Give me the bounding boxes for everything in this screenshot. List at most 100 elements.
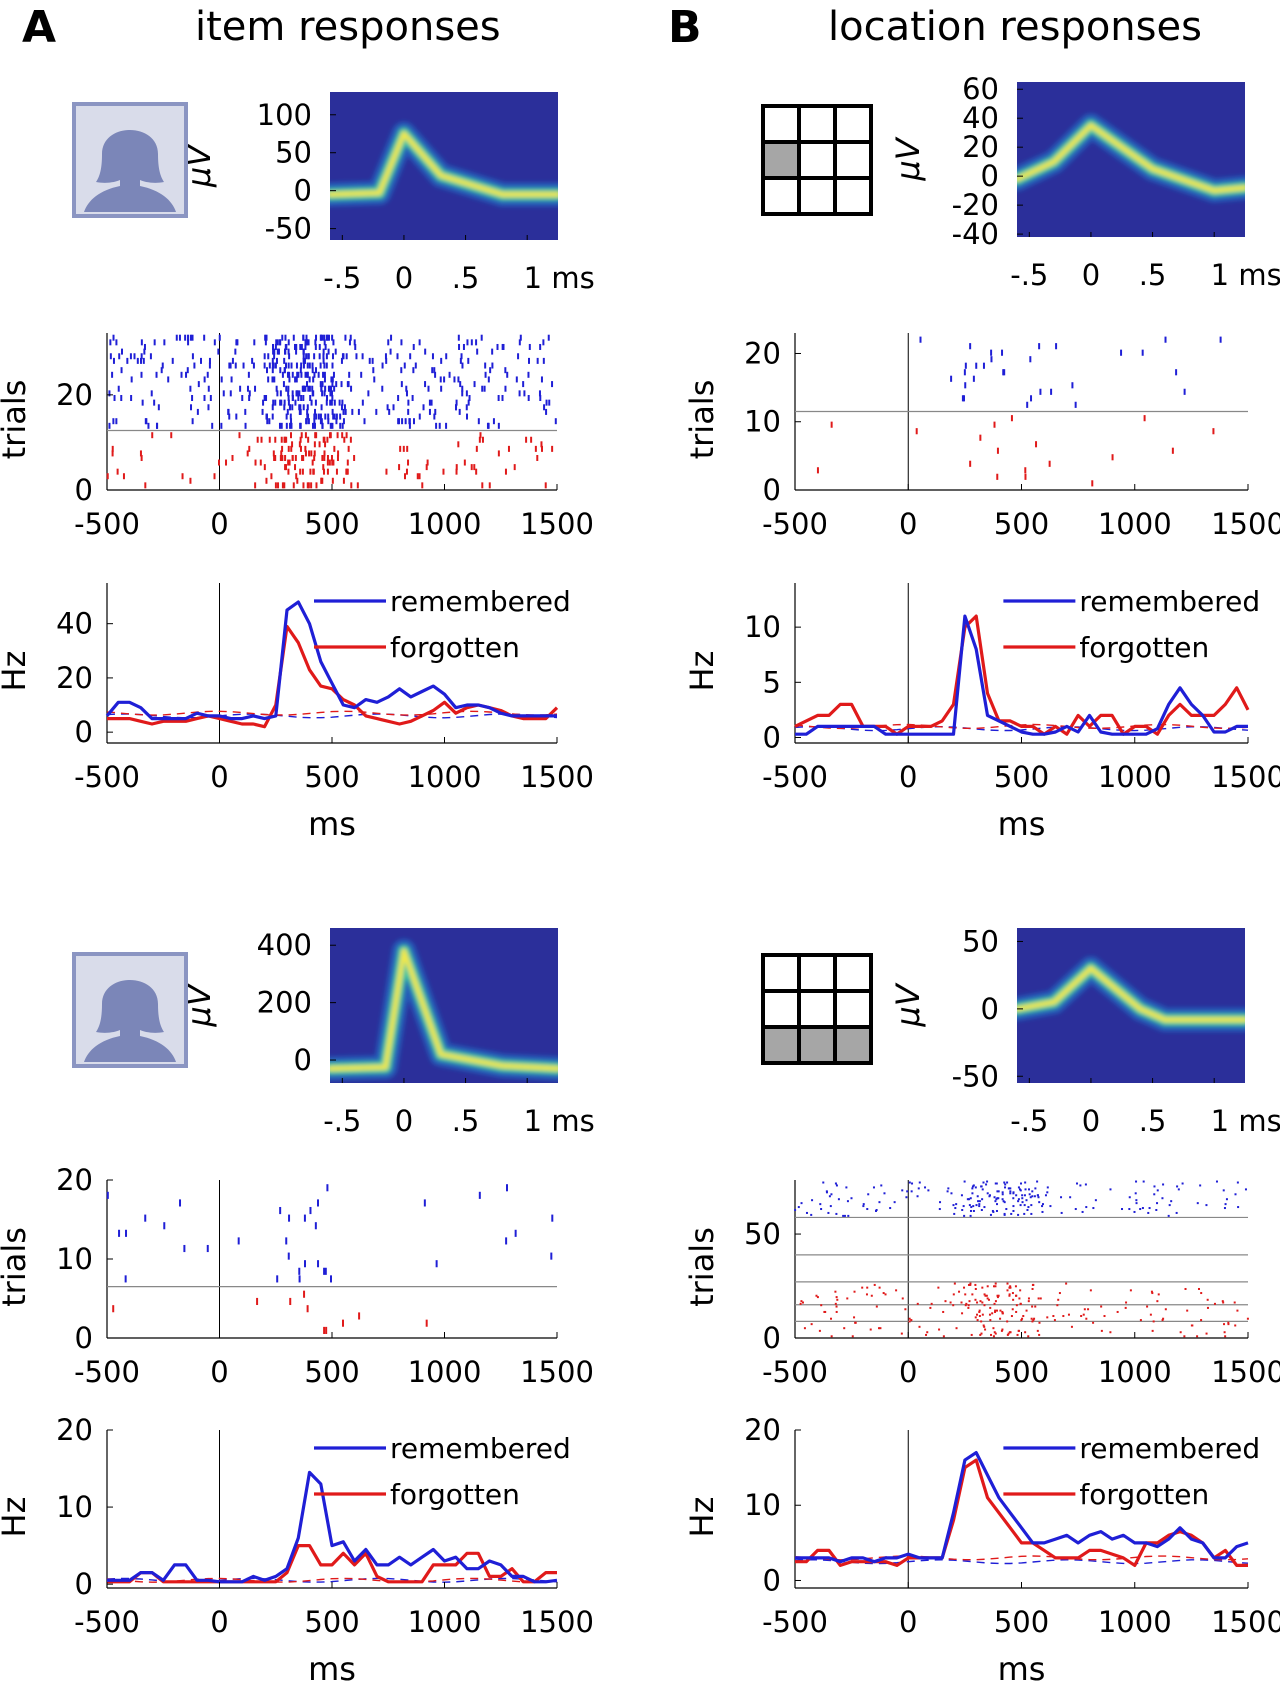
spike-dot <box>830 1335 833 1338</box>
spike-dot <box>1060 1196 1063 1199</box>
y-tick-label: -40 <box>952 217 999 251</box>
legend-label-remembered: remembered <box>1079 1432 1260 1465</box>
spike-dot <box>834 1182 837 1185</box>
spike-dot <box>937 1286 940 1289</box>
spike-dot <box>1148 1207 1151 1210</box>
spike-dot <box>1017 1213 1020 1216</box>
spike-dot <box>1034 1187 1037 1190</box>
spike-dot <box>978 1200 981 1203</box>
spike-dot <box>875 1209 878 1212</box>
spike-dot <box>1227 1323 1230 1326</box>
spike-dot <box>1000 1329 1003 1332</box>
x-tick-label: 1 ms <box>524 1104 595 1138</box>
spike-dot <box>1058 1292 1061 1295</box>
spike-dot <box>917 1187 920 1190</box>
spike-dot <box>1234 1324 1237 1327</box>
spike-dot <box>834 1302 837 1305</box>
spike-dot <box>1001 1193 1004 1196</box>
y-tick-label: 0 <box>763 473 781 507</box>
spike-dot <box>960 1301 963 1304</box>
spike-dot <box>995 1309 998 1312</box>
spike-dot <box>827 1211 830 1214</box>
spike-dot <box>1116 1310 1119 1313</box>
person-silhouette <box>84 980 176 1062</box>
spike-dot <box>955 1203 958 1206</box>
x-tick-label: .5 <box>452 261 480 295</box>
spike-dot <box>1222 1301 1225 1304</box>
spike-dot <box>980 1320 983 1323</box>
spike-dot <box>853 1316 856 1319</box>
spike-dot <box>900 1332 903 1335</box>
spike-dot <box>971 1293 974 1296</box>
spike-dot <box>1034 1305 1037 1308</box>
spike-dot <box>843 1214 846 1217</box>
spike-dot <box>1179 1331 1182 1334</box>
spike-dot <box>1244 1188 1247 1191</box>
x-tick-label: .5 <box>1139 1104 1167 1138</box>
spike-dot <box>1215 1180 1218 1183</box>
spike-dot <box>1196 1335 1199 1338</box>
spike-dot <box>1151 1292 1154 1295</box>
spike-dot <box>893 1201 896 1204</box>
spike-dot <box>1011 1292 1014 1295</box>
A2-rate-plot: remembered forgotten 0 10 20 -500 0 500 1000 1500… <box>0 1413 594 1687</box>
y-axis-label: trials <box>0 380 33 460</box>
x-tick-label: 500 <box>304 1605 359 1639</box>
legend-label-forgotten: forgotten <box>390 631 520 664</box>
spike-dot <box>1223 1323 1226 1326</box>
spike-dot <box>1030 1212 1033 1215</box>
spike-dot <box>1184 1287 1187 1290</box>
y-tick-label: 0 <box>294 1043 312 1077</box>
spike-dot <box>1025 1199 1028 1202</box>
spike-dot <box>953 1282 956 1285</box>
spike-dot <box>924 1186 927 1189</box>
spike-dot <box>1206 1298 1209 1301</box>
y-tick-label: 20 <box>962 130 999 164</box>
y-tick-label: 0 <box>763 720 781 754</box>
waveform-core <box>1017 123 1245 194</box>
x-tick-label: 1000 <box>1098 1605 1172 1639</box>
spike-dot <box>969 1283 972 1286</box>
spike-dot <box>1019 1289 1022 1292</box>
spike-dot <box>1037 1196 1040 1199</box>
spike-dot <box>952 1204 955 1207</box>
spike-dot <box>992 1327 995 1330</box>
spike-dot <box>1015 1304 1018 1307</box>
spike-dot <box>1133 1210 1136 1213</box>
spike-dot <box>988 1194 991 1197</box>
spike-dot <box>1009 1187 1012 1190</box>
spike-dot <box>987 1298 990 1301</box>
spike-dot <box>873 1283 876 1286</box>
spike-dot <box>1092 1321 1095 1324</box>
y-tick-label: 10 <box>744 1488 781 1522</box>
y-axis-label: Hz <box>0 1497 33 1538</box>
spike-dot <box>1023 1194 1026 1197</box>
x-tick-label: .5 <box>452 1104 480 1138</box>
legend-label-remembered: remembered <box>390 585 571 618</box>
spike-dot <box>981 1188 984 1191</box>
spike-dot <box>1016 1333 1019 1336</box>
spike-dot <box>952 1293 955 1296</box>
spike-dot <box>835 1310 838 1313</box>
x-tick-label: 0 <box>210 507 228 541</box>
spike-dot <box>866 1286 869 1289</box>
spike-dot <box>835 1305 838 1308</box>
spike-dot <box>1065 1282 1068 1285</box>
spike-dot <box>1085 1317 1088 1320</box>
spike-dot <box>994 1282 997 1285</box>
spike-dot <box>1007 1332 1010 1335</box>
y-tick-label: 100 <box>257 98 312 132</box>
spike-dot <box>1153 1193 1156 1196</box>
spike-dot <box>1002 1200 1005 1203</box>
spike-dot <box>989 1319 992 1322</box>
spike-dot <box>1170 1200 1173 1203</box>
y-tick-label: 10 <box>56 1242 93 1276</box>
spike-dot <box>1044 1194 1047 1197</box>
spike-dot <box>918 1325 921 1328</box>
y-tick-label: 0 <box>75 473 93 507</box>
spike-dot <box>1025 1309 1028 1312</box>
spike-dot <box>1146 1305 1149 1308</box>
spike-dot <box>1233 1301 1236 1304</box>
grid-cell <box>833 989 873 1029</box>
y-axis-label: trials <box>683 1227 721 1307</box>
